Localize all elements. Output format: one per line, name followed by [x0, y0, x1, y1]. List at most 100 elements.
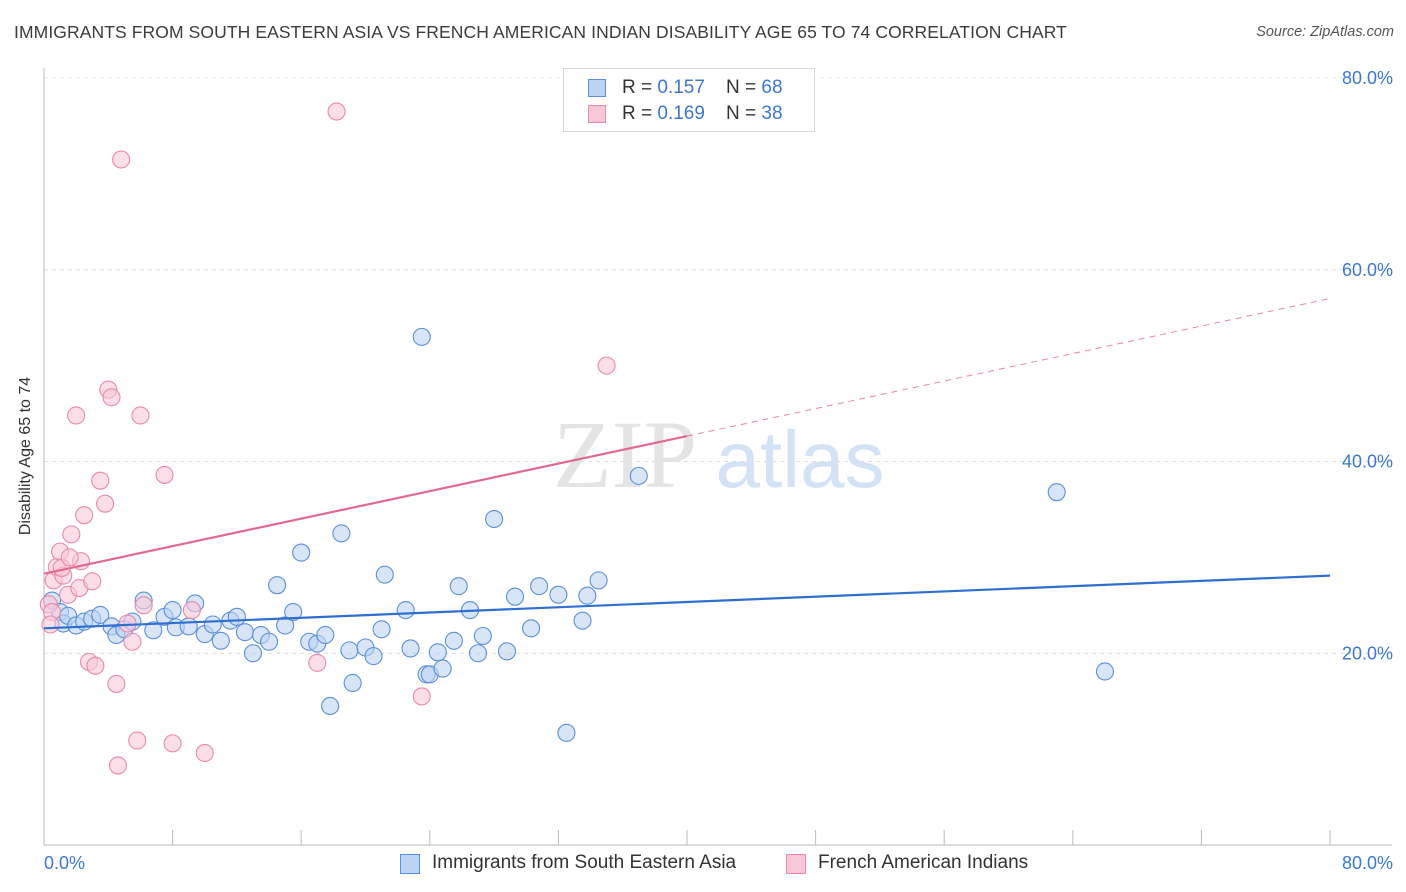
point-french-american-indian — [131, 406, 150, 425]
point-se-asia — [557, 723, 576, 742]
point-se-asia — [332, 524, 351, 543]
tick-labels: 20.0% 40.0% 60.0% 80.0% 0.0% 80.0% — [44, 68, 1393, 873]
bottom-legend-swatch-blue — [400, 854, 420, 874]
point-se-asia — [549, 585, 568, 604]
point-se-asia — [292, 543, 311, 562]
point-se-asia — [530, 577, 549, 596]
legend-n-value: 68 — [761, 77, 783, 98]
y-tick-label: 20.0% — [1342, 643, 1393, 663]
x-tick-label-end: 80.0% — [1342, 853, 1393, 873]
point-se-asia — [284, 602, 303, 622]
legend-r-label: R = — [622, 103, 658, 124]
bottom-legend-label-blue: Immigrants from South Eastern Asia — [432, 852, 737, 873]
point-se-asia — [522, 619, 541, 638]
point-french-american-indian — [182, 601, 201, 620]
point-se-asia — [316, 625, 335, 645]
point-se-asia — [259, 632, 279, 651]
trend-line-se-asia — [43, 574, 1331, 630]
point-se-asia — [343, 673, 362, 693]
legend-swatch-blue — [588, 79, 606, 97]
legend-r-value: 0.157 — [657, 77, 705, 98]
point-se-asia — [428, 643, 447, 662]
point-se-asia — [163, 601, 182, 620]
point-se-asia — [473, 626, 492, 646]
trend-line-french-american-indian — [43, 435, 688, 575]
y-tick-label: 80.0% — [1342, 68, 1393, 88]
legend-swatch-pink — [588, 105, 606, 123]
point-se-asia — [235, 623, 254, 642]
point-se-asia — [578, 586, 597, 605]
x-tick-label-start: 0.0% — [44, 853, 85, 873]
watermark: ZIP atlas — [553, 401, 884, 508]
point-french-american-indian — [155, 465, 174, 484]
watermark-atlas: atlas — [716, 415, 885, 504]
point-french-american-indian — [60, 548, 79, 567]
bottom-legend-label-pink: French American Indians — [818, 852, 1029, 873]
point-se-asia — [485, 509, 504, 529]
point-se-asia — [444, 631, 463, 650]
point-french-american-indian — [91, 471, 110, 490]
legend-r-label: R = — [622, 77, 658, 98]
point-se-asia — [375, 565, 394, 584]
point-se-asia — [321, 696, 340, 716]
point-french-american-indian — [163, 734, 182, 753]
bottom-legend-swatch-pink — [786, 854, 806, 874]
legend-n-label: N = — [726, 103, 762, 124]
point-french-american-indian — [112, 150, 131, 169]
point-french-american-indian — [195, 743, 214, 763]
point-french-american-indian — [412, 687, 431, 706]
point-se-asia — [227, 607, 246, 626]
legend-n-value: 38 — [761, 103, 783, 124]
point-se-asia — [91, 605, 110, 624]
point-se-asia — [364, 647, 383, 666]
point-se-asia — [276, 616, 295, 635]
point-se-asia — [340, 641, 359, 660]
point-se-asia — [1095, 662, 1114, 681]
point-se-asia — [179, 617, 198, 636]
point-french-american-indian — [118, 614, 137, 633]
trend-lines — [43, 298, 1331, 630]
point-french-american-indian — [102, 388, 121, 407]
point-french-american-indian — [107, 674, 126, 693]
point-french-american-indian — [83, 572, 102, 591]
point-french-american-indian — [308, 653, 327, 672]
point-french-american-indian — [108, 756, 127, 775]
point-french-american-indian — [123, 632, 142, 651]
point-se-asia — [401, 639, 420, 658]
point-se-asia — [589, 571, 608, 590]
point-se-asia — [433, 659, 452, 678]
point-se-asia — [243, 644, 263, 663]
point-se-asia — [144, 621, 163, 640]
point-french-american-indian — [75, 506, 94, 525]
stats-legend: R = 0.157 N = 68 R = 0.169 N = 38 — [563, 68, 815, 132]
point-se-asia — [372, 620, 391, 639]
grid-lines — [44, 77, 1392, 654]
point-french-american-indian — [96, 494, 115, 513]
point-se-asia — [1047, 483, 1066, 502]
point-se-asia — [505, 587, 525, 606]
point-french-american-indian — [67, 406, 86, 425]
point-french-american-indian — [134, 596, 153, 615]
point-se-asia — [573, 611, 592, 630]
point-se-asia — [412, 327, 431, 346]
point-se-asia — [449, 577, 468, 596]
point-se-asia — [268, 576, 287, 595]
point-french-american-indian — [62, 525, 81, 544]
y-tick-label: 40.0% — [1342, 452, 1393, 472]
legend-r-value: 0.169 — [657, 103, 705, 124]
point-french-american-indian — [128, 731, 147, 750]
point-se-asia — [396, 601, 415, 620]
chart-title: IMMIGRANTS FROM SOUTH EASTERN ASIA VS FR… — [14, 22, 1067, 42]
point-french-american-indian — [327, 102, 346, 121]
source-label: Source: ZipAtlas.com — [1256, 24, 1394, 40]
point-se-asia — [497, 642, 517, 661]
axes — [43, 68, 1392, 846]
point-french-american-indian — [597, 356, 616, 375]
point-se-asia — [629, 466, 648, 485]
point-french-american-indian — [86, 656, 105, 675]
point-se-asia — [203, 615, 222, 634]
data-points — [39, 102, 1114, 775]
point-se-asia — [468, 644, 488, 663]
point-french-american-indian — [41, 615, 60, 634]
